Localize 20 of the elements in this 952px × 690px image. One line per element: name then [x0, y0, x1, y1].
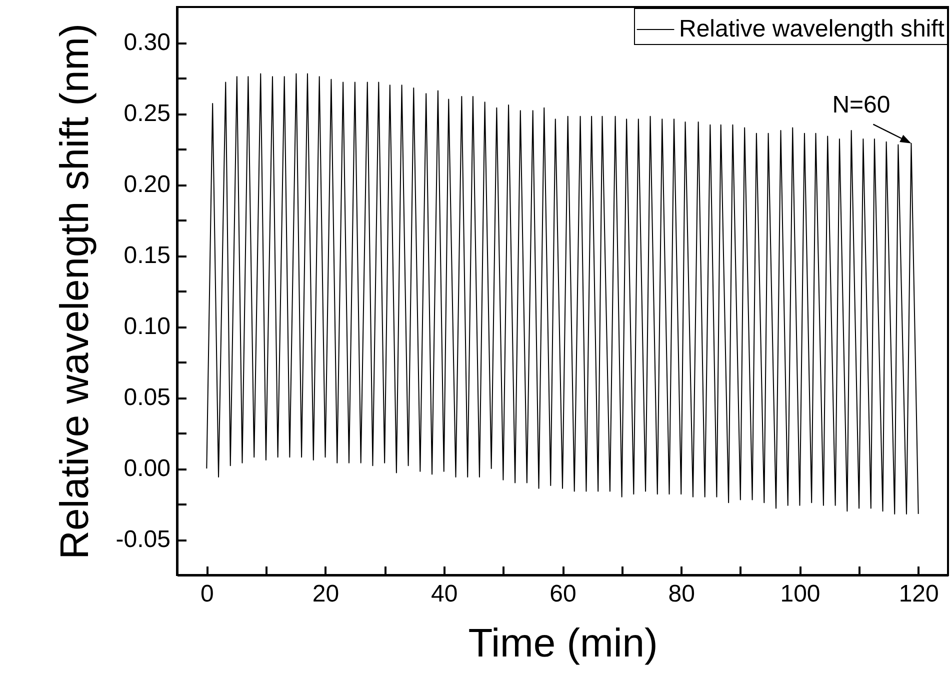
annotation: N=60 — [832, 91, 890, 118]
line-series — [206, 73, 919, 514]
x-tick-label: 100 — [780, 580, 820, 608]
y-tick-label: 0.10 — [124, 313, 170, 340]
y-tick-label: 0.30 — [124, 29, 170, 56]
y-tick-label: 0.20 — [124, 171, 170, 198]
x-tick-label: 40 — [431, 580, 458, 608]
x-axis-title: Time (min) — [468, 622, 658, 666]
y-tick-label: 0.00 — [124, 455, 170, 482]
y-tick-label: 0.25 — [124, 100, 170, 127]
x-tick-label: 80 — [668, 580, 695, 608]
y-tick-label: -0.05 — [116, 526, 170, 553]
y-tick-label: 0.05 — [124, 384, 170, 411]
y-tick-label: 0.15 — [124, 242, 170, 269]
y-axis-title: Relative wavelength shift (nm) — [52, 24, 97, 560]
x-tick-label: 60 — [550, 580, 576, 608]
legend-label: Relative wavelength shift — [679, 16, 945, 42]
x-tick-label: 120 — [898, 580, 939, 608]
x-tick-label: 20 — [312, 580, 340, 608]
x-tick-label: 0 — [200, 580, 214, 608]
